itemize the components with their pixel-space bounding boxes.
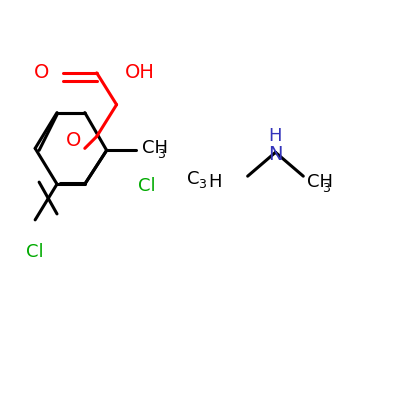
Text: C: C	[188, 170, 200, 188]
Text: CH: CH	[307, 173, 333, 191]
Text: O: O	[66, 131, 81, 150]
Text: OH: OH	[124, 63, 154, 82]
Text: N: N	[268, 145, 283, 164]
Text: 3: 3	[158, 148, 165, 161]
Text: Cl: Cl	[26, 243, 44, 261]
Text: H: H	[269, 128, 282, 146]
Text: Cl: Cl	[138, 177, 156, 195]
Text: CH: CH	[142, 139, 168, 157]
Text: 3: 3	[198, 178, 206, 191]
Text: H: H	[208, 173, 222, 191]
Text: 3: 3	[322, 182, 330, 195]
Text: O: O	[34, 63, 49, 82]
